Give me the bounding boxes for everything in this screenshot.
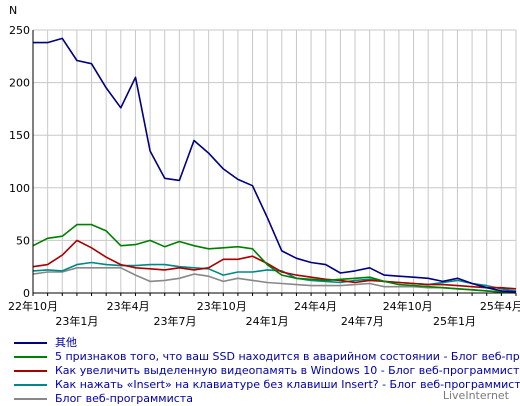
x-tick-label: 25年4月 — [480, 299, 520, 313]
series-line — [32, 239, 517, 290]
legend-label: Как увеличить выделенную видеопамять в W… — [55, 364, 520, 377]
x-tick-label: 23年7月 — [153, 314, 196, 328]
y-tick-label: 50 — [16, 234, 30, 247]
y-tick-label: 0 — [23, 287, 30, 300]
legend-item: Как нажать «Insert» на клавиатуре без кл… — [14, 378, 520, 392]
y-axis-ticks: 0 50 100 150 200 250 — [9, 24, 30, 300]
legend-swatch — [14, 342, 47, 344]
series-lines — [32, 37, 517, 294]
x-tick-label: 23年1月 — [55, 314, 98, 328]
legend-swatch — [14, 384, 47, 386]
legend-label: 5 признаков того, что ваш SSD находится … — [55, 350, 520, 363]
x-tick-label: 24年7月 — [341, 314, 384, 328]
x-tick-label: 25年1月 — [433, 314, 476, 328]
legend-swatch — [14, 356, 47, 358]
y-tick-label: 100 — [9, 182, 30, 195]
series-line — [32, 223, 516, 293]
legend-label: Блог веб-программиста — [55, 392, 193, 405]
x-tick-label: 23年10月 — [197, 299, 247, 313]
legend-label: 其他 — [55, 336, 77, 349]
legend-item: Блог веб-программиста — [14, 392, 520, 406]
x-tick-label: 24年10月 — [383, 299, 433, 313]
plot-area — [33, 30, 516, 293]
legend-swatch — [14, 398, 47, 400]
y-tick-label: 150 — [9, 129, 30, 142]
x-tick-label: 24年4月 — [294, 299, 337, 313]
legend-label: Как нажать «Insert» на клавиатуре без кл… — [55, 378, 520, 391]
chart-legend: 其他 5 признаков того, что ваш SSD находитс… — [14, 336, 520, 406]
series-line — [33, 37, 517, 293]
brand-label: LiveInternet — [442, 389, 509, 402]
y-tick-label: 200 — [9, 77, 30, 90]
legend-item: Как увеличить выделенную видеопамять в W… — [14, 364, 520, 378]
legend-swatch — [14, 370, 47, 372]
legend-item: 5 признаков того, что ваш SSD находится … — [14, 350, 520, 364]
x-tick-label: 23年4月 — [107, 299, 150, 313]
y-axis-label: N — [9, 4, 17, 17]
y-tick-label: 250 — [9, 24, 30, 37]
x-tick-label: 22年10月 — [8, 299, 58, 313]
legend-item: 其他 — [14, 336, 520, 350]
x-tick-label: 24年1月 — [246, 314, 289, 328]
